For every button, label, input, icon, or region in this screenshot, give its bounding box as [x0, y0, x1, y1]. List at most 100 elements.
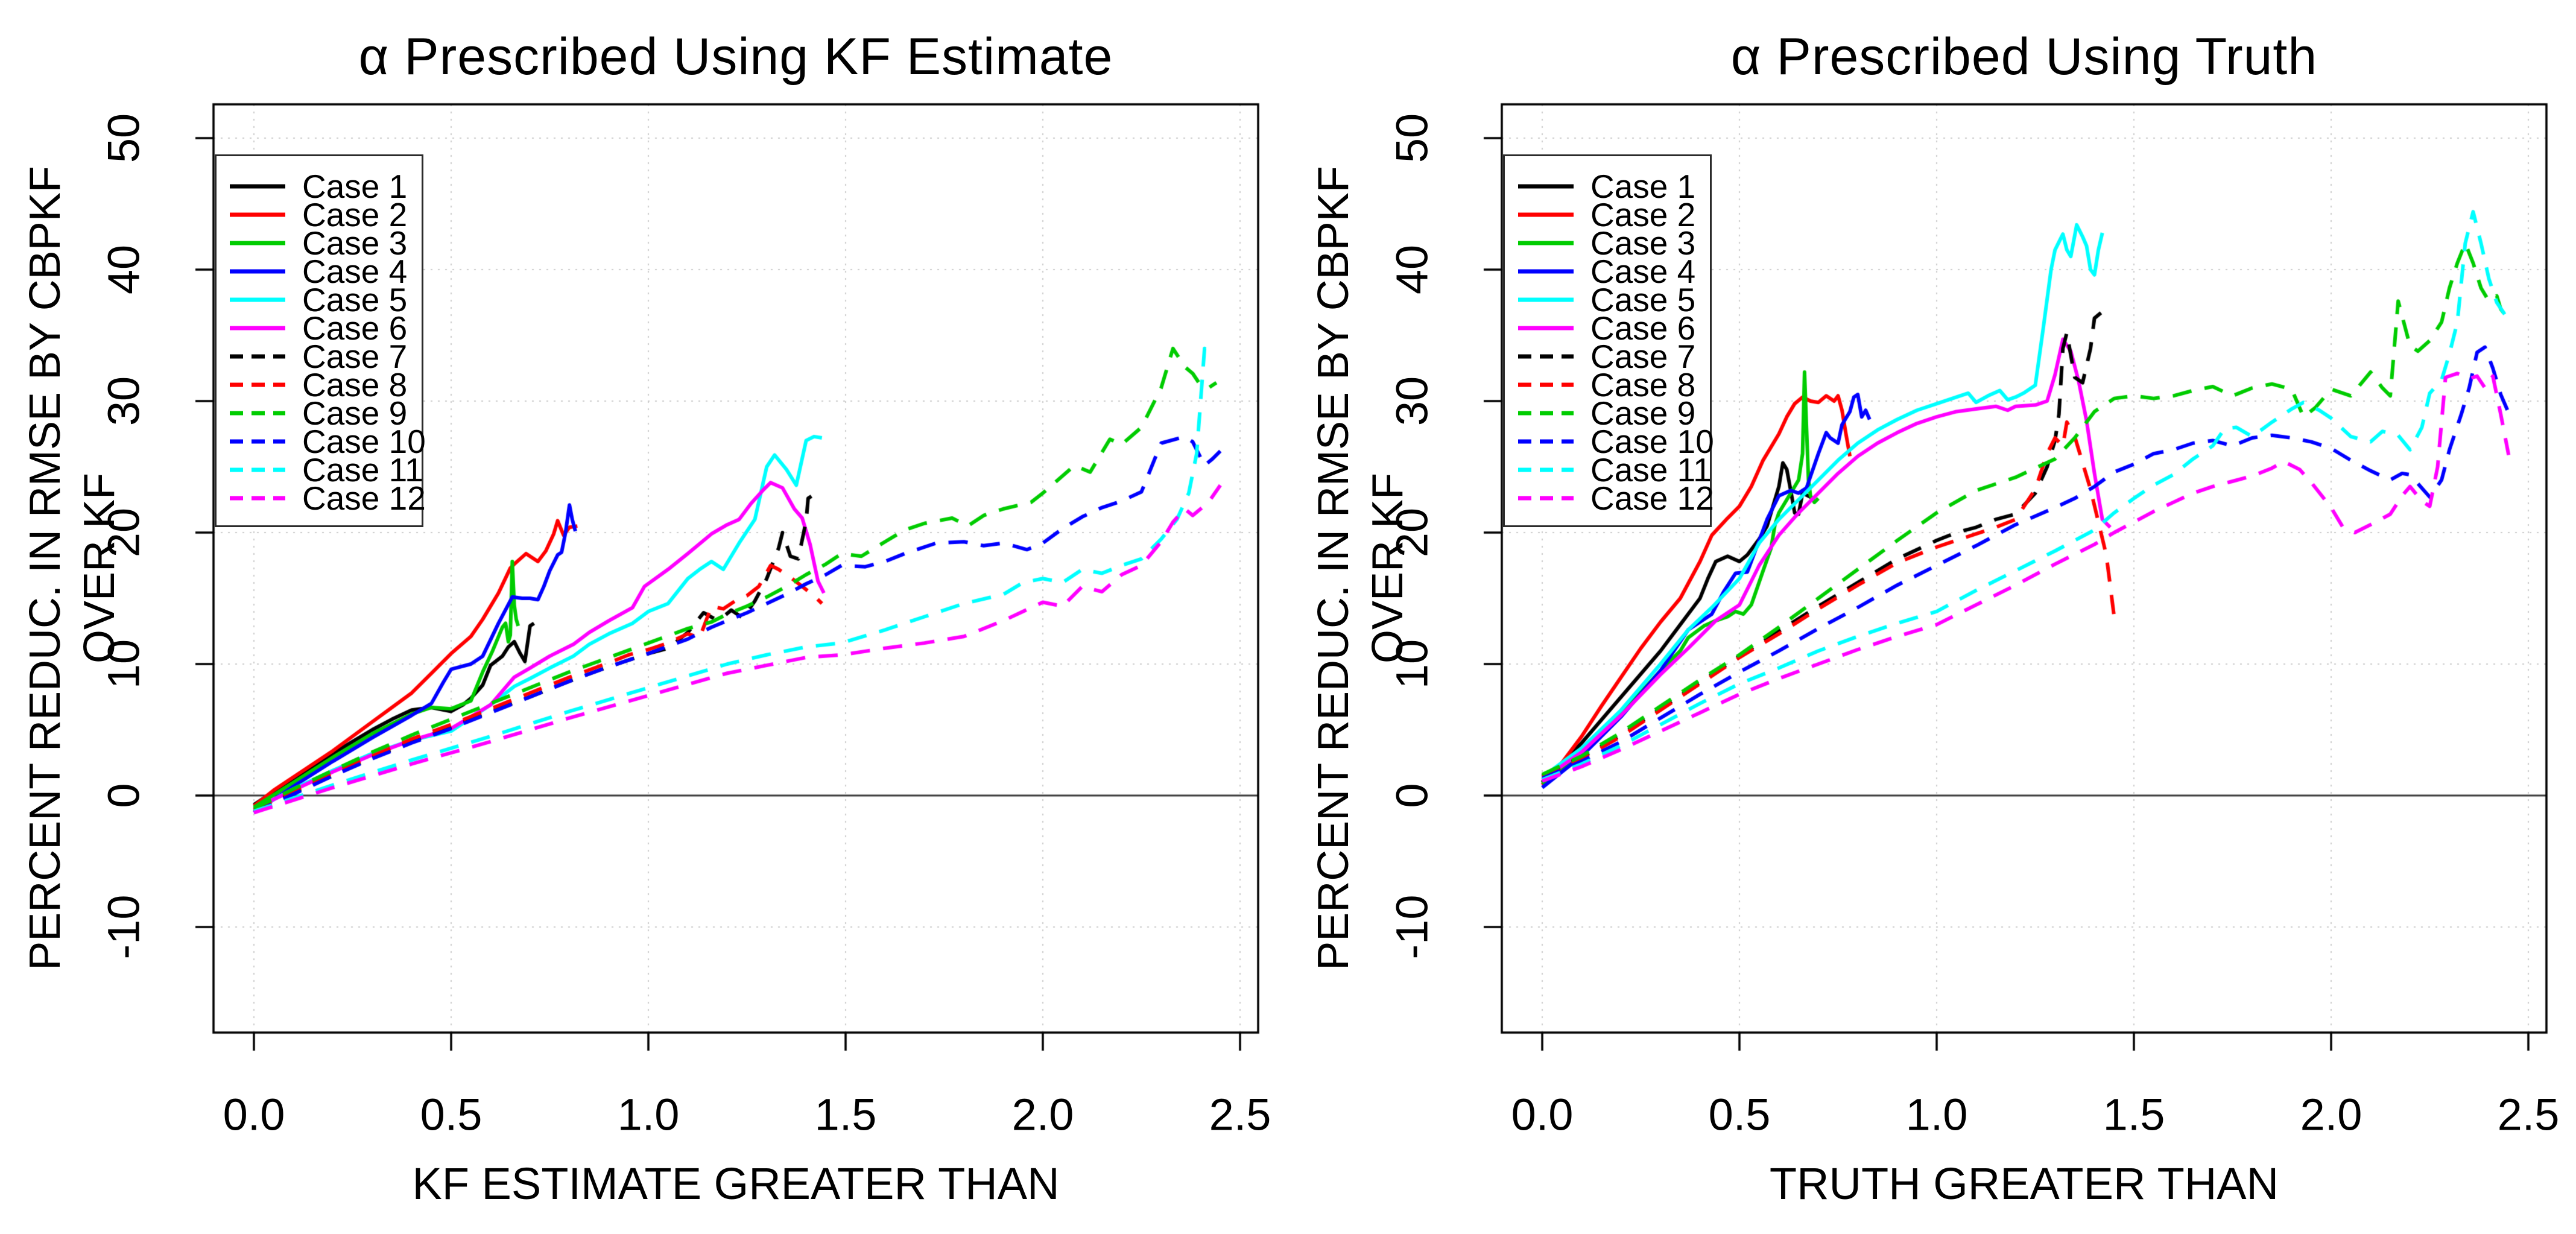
legend-item: Case 8 — [1505, 366, 1710, 403]
legend-dashed-line-icon — [230, 496, 285, 500]
legend-item: Case 3 — [217, 224, 422, 262]
x-tick-label: 0.5 — [1708, 1089, 1771, 1140]
y-tick-label: 20 — [1387, 507, 1437, 558]
y-tick-label: 50 — [1387, 113, 1437, 163]
legend-solid-line-icon — [1518, 184, 1574, 188]
legend-item: Case 11 — [1505, 451, 1712, 489]
x-tick-label: 0.0 — [223, 1089, 285, 1140]
legend-item-label: Case 9 — [302, 394, 408, 432]
legend-item: Case 12 — [1505, 479, 1714, 517]
panel-title-right: α Prescribed Using Truth — [1730, 28, 2318, 86]
legend-item: Case 2 — [217, 196, 422, 233]
legend-solid-line-icon — [1518, 269, 1574, 273]
legend-dashed-line-icon — [230, 411, 285, 415]
legend-item-label: Case 1 — [302, 167, 408, 205]
legend-item: Case 1 — [1505, 168, 1710, 205]
legend: Case 1 Case 2 Case 3 Case 4 Case 5 Case 6 Case… — [215, 154, 426, 527]
legend-item: Case 9 — [1505, 394, 1710, 432]
legend-item: Case 8 — [217, 366, 422, 403]
y-tick-label: -10 — [1387, 894, 1437, 960]
y-axis-label-left: PERCENT REDUC. IN RMSE BY CBPKF OVER KF — [21, 166, 124, 970]
legend-item-label: Case 6 — [1590, 309, 1696, 347]
legend-solid-line-icon — [230, 269, 285, 273]
legend-solid-line-icon — [230, 184, 285, 188]
panel-title-left: α Prescribed Using KF Estimate — [358, 28, 1113, 86]
legend-dashed-line-icon — [1518, 467, 1574, 472]
x-tick-label: 1.0 — [617, 1089, 680, 1140]
legend-item: Case 4 — [217, 253, 422, 290]
legend-item-label: Case 7 — [1590, 337, 1696, 375]
y-tick-label: 40 — [1387, 244, 1437, 295]
legend-item: Case 9 — [217, 394, 422, 432]
legend-item: Case 6 — [1505, 309, 1710, 347]
y-tick-label: 10 — [1387, 639, 1437, 689]
legend-item: Case 10 — [217, 423, 426, 460]
x-tick-label: 0.0 — [1511, 1089, 1574, 1140]
x-tick-label: 1.5 — [2103, 1089, 2165, 1140]
legend-solid-line-icon — [230, 326, 285, 330]
legend-solid-line-icon — [1518, 212, 1574, 217]
legend-item-label: Case 2 — [302, 195, 408, 233]
legend-item: Case 1 — [217, 168, 422, 205]
legend: Case 1 Case 2 Case 3 Case 4 Case 5 Case 6 Case… — [1503, 154, 1714, 527]
legend-item: Case 2 — [1505, 196, 1710, 233]
y-axis-label-right: PERCENT REDUC. IN RMSE BY CBPKF OVER KF — [1309, 166, 1412, 970]
legend-item-label: Case 9 — [1590, 394, 1696, 432]
legend-item: Case 5 — [217, 281, 422, 318]
y-tick-label: 0 — [1387, 783, 1437, 808]
y-tick-label: 50 — [98, 113, 149, 163]
legend-solid-line-icon — [230, 241, 285, 245]
legend-item-label: Case 1 — [1590, 167, 1696, 205]
x-tick-label: 1.0 — [1905, 1089, 1968, 1140]
legend-item-label: Case 10 — [302, 422, 426, 460]
y-tick-label: -10 — [98, 894, 149, 960]
legend-dashed-line-icon — [230, 382, 285, 387]
legend-item-label: Case 4 — [1590, 252, 1696, 290]
legend-item-label: Case 11 — [302, 451, 423, 489]
legend-item: Case 3 — [1505, 224, 1710, 262]
legend-item-label: Case 5 — [302, 280, 408, 318]
legend-solid-line-icon — [1518, 326, 1574, 330]
legend-item-label: Case 7 — [302, 337, 408, 375]
legend-dashed-line-icon — [1518, 382, 1574, 387]
x-tick-label: 2.5 — [2497, 1089, 2560, 1140]
x-axis-label-right: TRUTH GREATER THAN — [1769, 1159, 2279, 1209]
y-tick-label: 30 — [98, 376, 149, 426]
legend-solid-line-icon — [230, 297, 285, 302]
legend-item-label: Case 5 — [1590, 280, 1696, 318]
y-tick-label: 20 — [98, 507, 149, 558]
x-tick-label: 1.5 — [814, 1089, 877, 1140]
y-tick-label: 10 — [98, 639, 149, 689]
legend-dashed-line-icon — [230, 467, 285, 472]
x-tick-label: 2.5 — [1209, 1089, 1271, 1140]
legend-item-label: Case 8 — [302, 365, 408, 403]
legend-item: Case 4 — [1505, 253, 1710, 290]
legend-item: Case 5 — [1505, 281, 1710, 318]
legend-solid-line-icon — [230, 212, 285, 217]
y-tick-label: 0 — [98, 783, 149, 808]
legend-item: Case 7 — [1505, 338, 1710, 375]
legend-item-label: Case 12 — [1590, 479, 1714, 517]
legend-item-label: Case 10 — [1590, 422, 1714, 460]
legend-solid-line-icon — [1518, 297, 1574, 302]
legend-item-label: Case 11 — [1590, 451, 1712, 489]
y-tick-label: 30 — [1387, 376, 1437, 426]
legend-dashed-line-icon — [1518, 496, 1574, 500]
y-tick-label: 40 — [98, 244, 149, 295]
legend-dashed-line-icon — [1518, 354, 1574, 358]
legend-item-label: Case 6 — [302, 309, 408, 347]
x-tick-label: 0.5 — [420, 1089, 483, 1140]
legend-item-label: Case 12 — [302, 479, 426, 517]
legend-item: Case 10 — [1505, 423, 1714, 460]
x-tick-label: 2.0 — [1011, 1089, 1074, 1140]
legend-item-label: Case 3 — [302, 224, 408, 262]
legend-item: Case 11 — [217, 451, 423, 489]
legend-item: Case 6 — [217, 309, 422, 347]
legend-dashed-line-icon — [230, 354, 285, 358]
legend-item: Case 12 — [217, 479, 426, 517]
x-axis-label-left: KF ESTIMATE GREATER THAN — [412, 1159, 1060, 1209]
x-tick-label: 2.0 — [2300, 1089, 2362, 1140]
legend-item: Case 7 — [217, 338, 422, 375]
